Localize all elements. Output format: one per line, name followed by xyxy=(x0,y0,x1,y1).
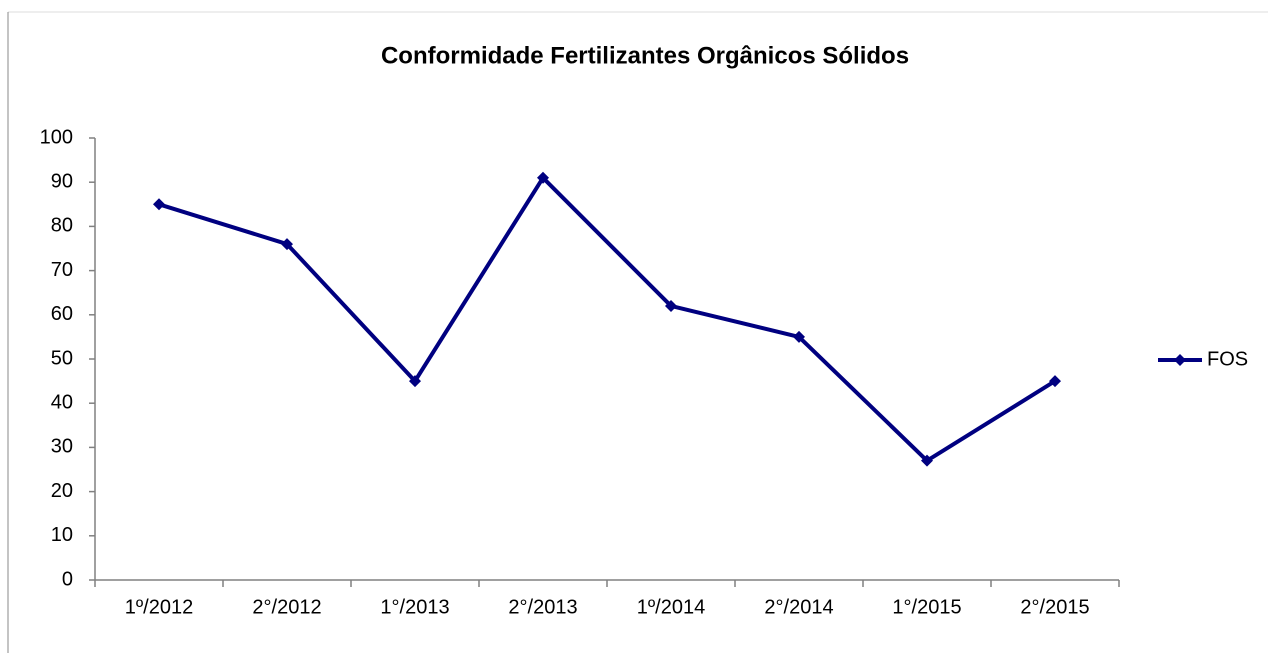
point-marker xyxy=(793,330,805,343)
series-line xyxy=(158,175,1057,463)
y-tick-label: 20 xyxy=(51,480,73,502)
y-tick-label: 10 xyxy=(51,524,73,546)
y-tick-label: 80 xyxy=(51,215,73,237)
y-tick-label: 30 xyxy=(51,436,73,458)
y-tick-label: 90 xyxy=(51,170,73,192)
point-marker xyxy=(409,375,421,388)
point-marker xyxy=(921,454,933,467)
y-tick-label: 40 xyxy=(51,391,73,413)
x-tick-label: 2°/2013 xyxy=(508,596,577,618)
point-marker xyxy=(281,238,293,251)
legend-marker xyxy=(1174,354,1186,366)
point-marker xyxy=(153,198,165,211)
x-tick-label: 2°/2015 xyxy=(1020,596,1089,618)
x-tick-label: 1°/2015 xyxy=(892,596,961,618)
y-tick-label: 0 xyxy=(62,568,73,590)
y-tick-label: 60 xyxy=(51,303,73,325)
x-tick-label: 1º/2012 xyxy=(125,596,193,618)
x-tick-label: 1°/2013 xyxy=(380,596,449,618)
legend-label: FOS xyxy=(1207,348,1248,370)
y-tick-label: 70 xyxy=(51,259,73,281)
y-tick-label: 50 xyxy=(51,347,73,369)
x-tick-label: 1º/2014 xyxy=(637,596,705,618)
y-tick-label: 100 xyxy=(40,126,73,148)
point-marker xyxy=(665,299,677,312)
point-marker xyxy=(1049,375,1061,388)
x-tick-label: 2°/2012 xyxy=(252,596,321,618)
chart-title: Conformidade Fertilizantes Orgânicos Sól… xyxy=(381,42,909,69)
x-tick-label: 2°/2014 xyxy=(764,596,833,618)
point-marker xyxy=(537,171,549,184)
